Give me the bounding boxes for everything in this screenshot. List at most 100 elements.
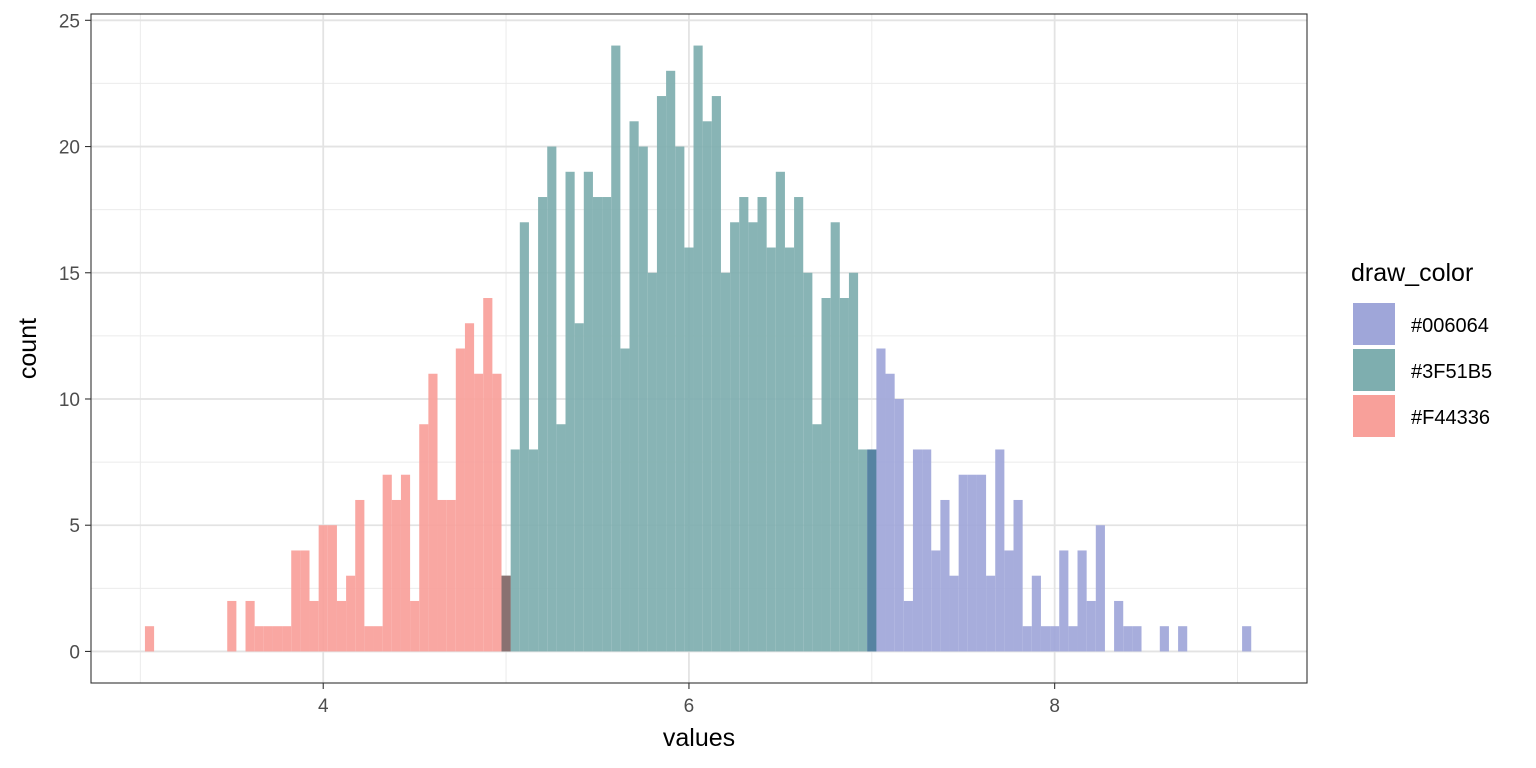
y-tick-label-10: 10: [59, 390, 80, 411]
bar-f44336-3: [254, 626, 264, 652]
bar-f44336-18: [391, 499, 401, 652]
bar-3f51b5-2: [519, 222, 529, 652]
bar-f44336-8: [300, 550, 310, 652]
bar-006064-23: [1077, 550, 1087, 652]
bar-f44336-4: [263, 626, 273, 652]
bar-f44336-29: [492, 373, 502, 652]
legend-key-006064: [1353, 303, 1395, 345]
bar-006064-20: [1050, 626, 1060, 652]
bar-f44336-9: [309, 600, 319, 652]
bar-006064-21: [1059, 550, 1069, 652]
bar-006064-8: [940, 499, 950, 652]
bar-006064-24: [1086, 600, 1096, 652]
bar-3f51b5-34: [812, 424, 822, 652]
bar-f44336-25: [455, 348, 465, 652]
bar-f44336-11: [327, 525, 337, 652]
bar-006064-14: [995, 449, 1005, 652]
x-tick-label-8: 8: [1049, 696, 1060, 717]
bar-3f51b5-29: [766, 247, 776, 652]
y-tick-label-15: 15: [59, 264, 80, 285]
bar-3f51b5-17: [656, 96, 667, 652]
bar-f44336-27: [474, 373, 484, 652]
bar-f44336-16: [373, 626, 383, 652]
bar-f44336-22: [428, 373, 438, 652]
bar-006064-1: [876, 348, 886, 652]
bar-3f51b5-32: [794, 197, 804, 652]
bar-3f51b5-14: [629, 121, 639, 652]
bar-3f51b5-8: [574, 323, 584, 652]
bar-overlap-1: [867, 449, 877, 652]
bar-3f51b5-35: [821, 298, 831, 652]
bar-006064-28: [1123, 626, 1133, 652]
bar-f44336-21: [419, 424, 429, 652]
y-axis-title: count: [14, 318, 42, 379]
bar-006064-17: [1022, 626, 1032, 652]
bar-006064-25: [1095, 525, 1105, 652]
bar-3f51b5-31: [784, 247, 795, 652]
bar-3f51b5-38: [848, 272, 859, 652]
legend-key-f44336: [1353, 395, 1395, 437]
bar-3f51b5-10: [592, 197, 603, 652]
bar-f44336-6: [282, 626, 292, 652]
y-tick-label-5: 5: [69, 516, 80, 537]
bar-006064-15: [1004, 550, 1014, 652]
bar-3f51b5-25: [730, 222, 740, 652]
bar-3f51b5-26: [739, 197, 749, 652]
bar-f44336-2: [245, 600, 255, 652]
bar-3f51b5-13: [620, 348, 630, 652]
bar-f44336-15: [364, 626, 374, 652]
bar-3f51b5-22: [702, 121, 712, 652]
bar-006064-11: [967, 474, 977, 652]
tick-labels: 4 6 8 0 5 10 15 20 25: [59, 11, 1060, 717]
panel-border: [90, 13, 1308, 684]
bar-f44336-5: [272, 626, 283, 652]
bar-3f51b5-5: [547, 146, 557, 652]
bar-3f51b5-18: [666, 70, 676, 652]
y-tick-label-25: 25: [59, 11, 80, 32]
x-tick-label-6: 6: [684, 696, 695, 717]
axis-ticks: [85, 19, 1056, 689]
histogram-bars: [144, 45, 1252, 652]
bar-f44336-1: [227, 600, 237, 652]
bar-3f51b5-23: [711, 96, 721, 652]
bar-3f51b5-16: [647, 272, 657, 652]
bar-3f51b5-4: [538, 197, 548, 652]
bar-3f51b5-28: [757, 197, 767, 652]
bar-3f51b5-27: [748, 222, 758, 652]
legend-key-3f51b5: [1353, 349, 1395, 391]
bar-3f51b5-39: [858, 449, 868, 652]
bar-3f51b5-36: [830, 222, 840, 652]
legend-label-3f51b5: #3F51B5: [1411, 361, 1492, 383]
bar-f44336-13: [346, 575, 356, 652]
bar-3f51b5-37: [839, 298, 849, 652]
bar-3f51b5-19: [675, 146, 685, 652]
bar-f44336-23: [437, 499, 447, 652]
legend: draw_color #006064 #3F51B5 #F44336: [1351, 259, 1492, 437]
bar-3f51b5-3: [528, 449, 539, 652]
bar-f44336-14: [355, 499, 365, 652]
y-tick-label-20: 20: [59, 138, 80, 159]
bar-006064-6: [922, 449, 932, 652]
bar-006064-10: [958, 474, 968, 652]
bar-006064-16: [1013, 499, 1023, 652]
legend-label-f44336: #F44336: [1411, 407, 1490, 429]
bar-006064-13: [986, 575, 996, 652]
bar-006064-32: [1242, 626, 1252, 652]
bar-f44336-12: [336, 600, 347, 652]
bar-006064-31: [1178, 626, 1188, 652]
bar-006064-3: [894, 398, 904, 652]
bar-f44336-10: [318, 525, 328, 652]
bar-f44336-19: [400, 474, 411, 652]
bar-3f51b5-33: [803, 272, 813, 652]
bar-3f51b5-20: [684, 247, 694, 652]
legend-label-006064: #006064: [1411, 315, 1489, 337]
legend-title: draw_color: [1351, 259, 1473, 287]
y-tick-label-0: 0: [69, 642, 80, 663]
bar-006064-7: [931, 550, 941, 652]
bar-006064-12: [976, 474, 987, 652]
bar-f44336-24: [446, 499, 456, 652]
bar-006064-22: [1068, 626, 1078, 652]
bar-3f51b5-11: [602, 197, 612, 652]
bar-3f51b5-7: [565, 171, 575, 652]
